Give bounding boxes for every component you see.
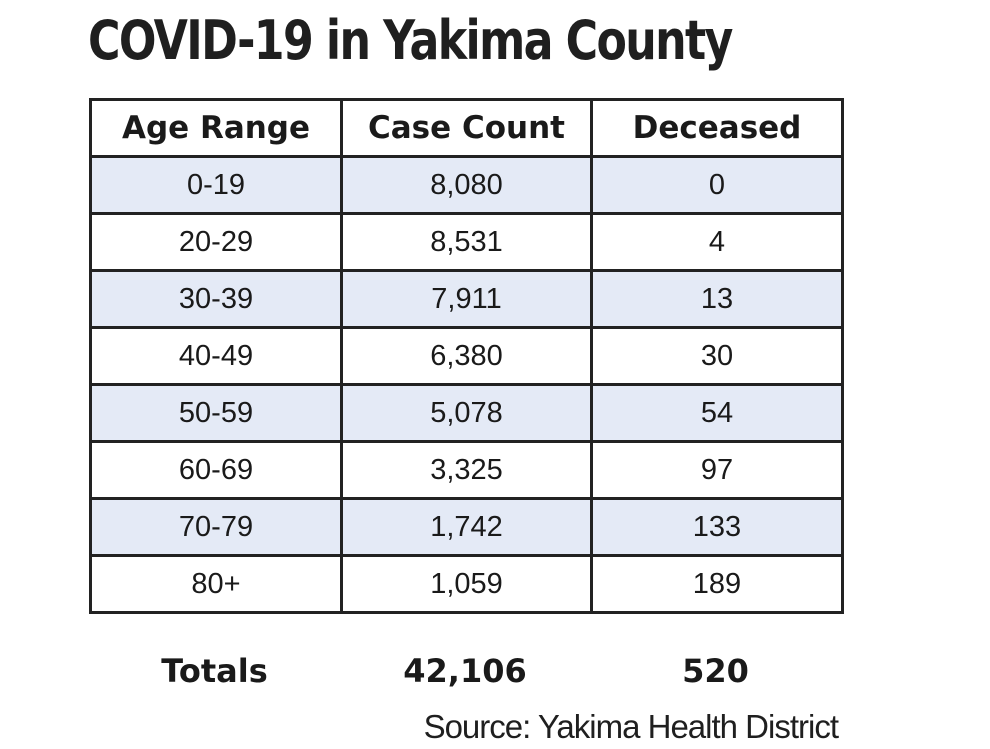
case-count-cell: 5,078: [340, 383, 593, 443]
age-range-cell: 80+: [89, 554, 343, 614]
case-count-cell: 7,911: [340, 269, 593, 329]
age-range-cell: 50-59: [89, 383, 343, 443]
totals-row: Totals 42,106 520: [89, 643, 841, 699]
deceased-cell: 97: [590, 440, 844, 500]
deceased-cell: 4: [590, 212, 844, 272]
deceased-cell: 54: [590, 383, 844, 443]
table-row: 20-29 8,531 4: [89, 212, 844, 272]
header-deceased: Deceased: [590, 98, 844, 158]
header-age-range: Age Range: [89, 98, 343, 158]
totals-label: Totals: [161, 652, 268, 690]
deceased-cell: 0: [590, 155, 844, 215]
table-row: 0-19 8,080 0: [89, 155, 844, 215]
deceased-cell: 30: [590, 326, 844, 386]
age-range-cell: 40-49: [89, 326, 343, 386]
table-row: 50-59 5,078 54: [89, 383, 844, 443]
case-count-cell: 8,531: [340, 212, 593, 272]
table-row: 60-69 3,325 97: [89, 440, 844, 500]
age-range-cell: 60-69: [89, 440, 343, 500]
page-title: COVID-19 in Yakima County: [88, 9, 733, 72]
table-row: 30-39 7,911 13: [89, 269, 844, 329]
deceased-cell: 13: [590, 269, 844, 329]
table-row: 80+ 1,059 189: [89, 554, 844, 614]
age-range-cell: 30-39: [89, 269, 343, 329]
age-range-cell: 70-79: [89, 497, 343, 557]
case-count-cell: 8,080: [340, 155, 593, 215]
case-count-cell: 1,059: [340, 554, 593, 614]
header-row: Age Range Case Count Deceased: [89, 98, 844, 158]
deceased-cell: 133: [590, 497, 844, 557]
table-row: 40-49 6,380 30: [89, 326, 844, 386]
covid-age-table: Age Range Case Count Deceased 0-19 8,080…: [89, 98, 844, 614]
age-range-cell: 0-19: [89, 155, 343, 215]
case-count-cell: 1,742: [340, 497, 593, 557]
header-case-count: Case Count: [340, 98, 593, 158]
totals-deceased: 520: [682, 652, 749, 690]
case-count-cell: 6,380: [340, 326, 593, 386]
age-range-cell: 20-29: [89, 212, 343, 272]
totals-case-count: 42,106: [403, 652, 527, 690]
case-count-cell: 3,325: [340, 440, 593, 500]
deceased-cell: 189: [590, 554, 844, 614]
source-note: Source: Yakima Health District: [423, 708, 839, 745]
table-row: 70-79 1,742 133: [89, 497, 844, 557]
